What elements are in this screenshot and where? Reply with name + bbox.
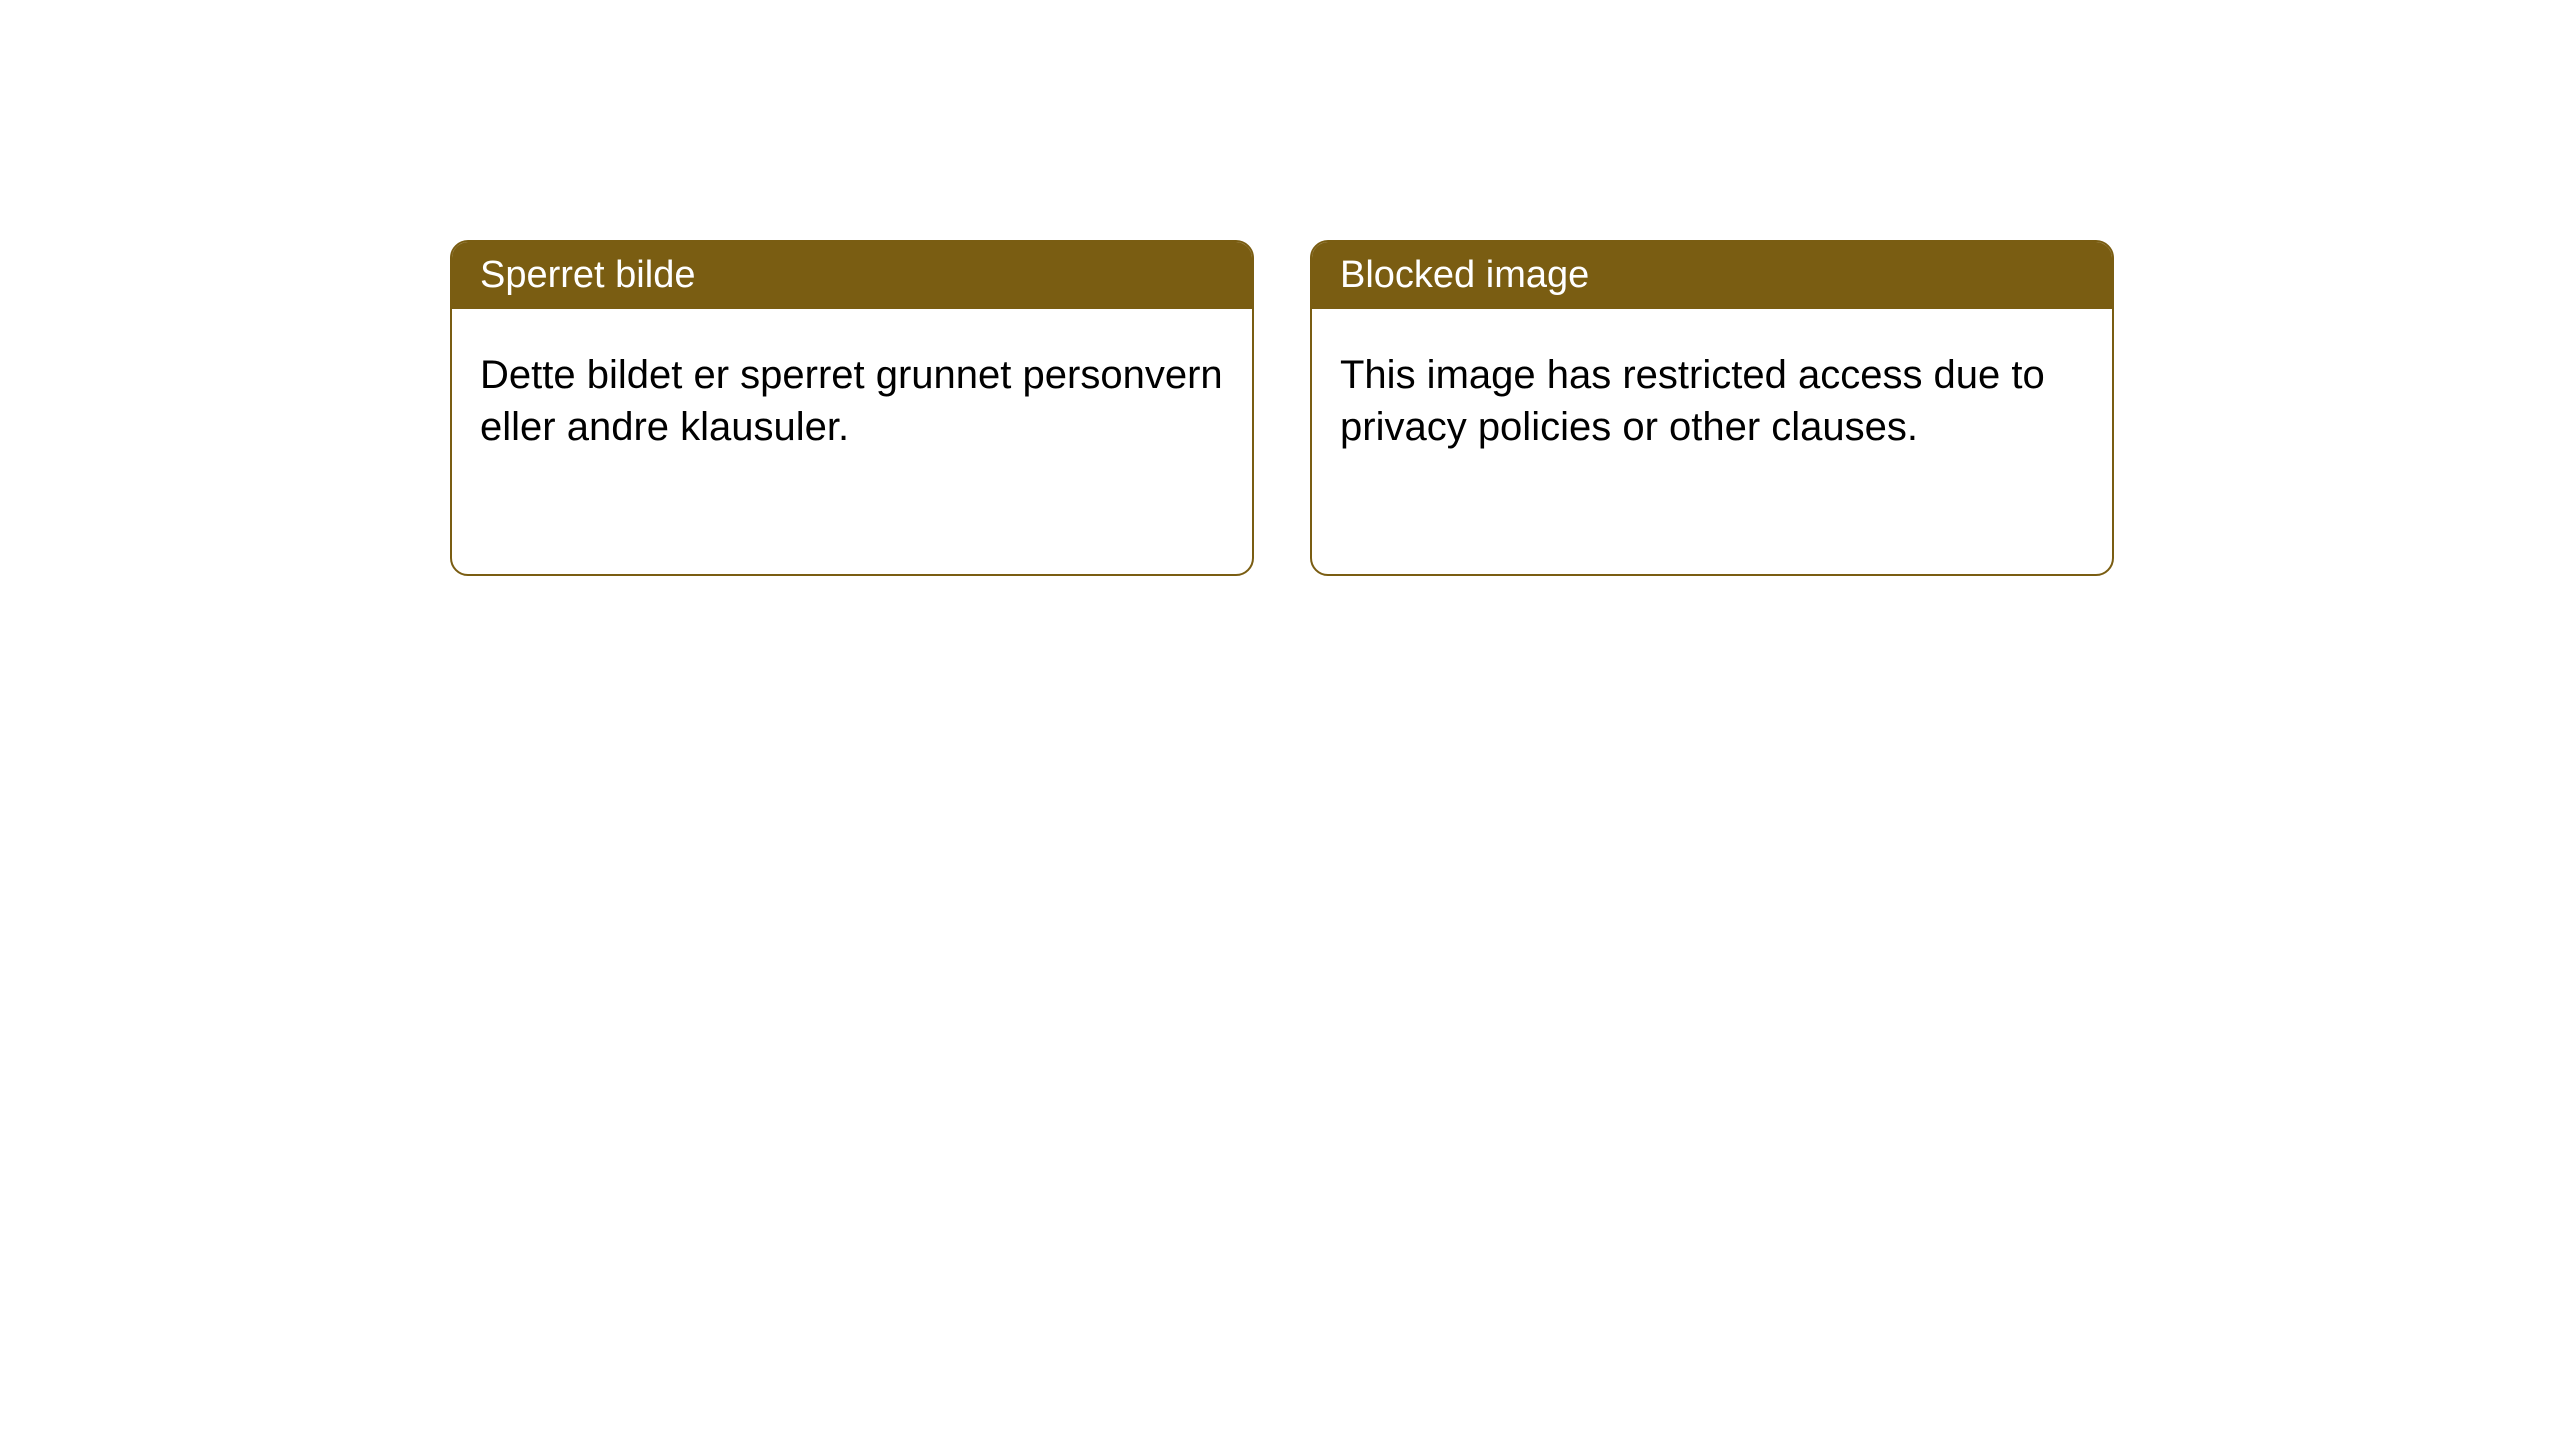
notice-body: Dette bildet er sperret grunnet personve… bbox=[452, 309, 1252, 493]
notice-body: This image has restricted access due to … bbox=[1312, 309, 2112, 493]
notice-card-norwegian: Sperret bilde Dette bildet er sperret gr… bbox=[450, 240, 1254, 576]
notice-card-english: Blocked image This image has restricted … bbox=[1310, 240, 2114, 576]
notice-title: Sperret bilde bbox=[452, 242, 1252, 309]
notice-container: Sperret bilde Dette bildet er sperret gr… bbox=[450, 240, 2114, 576]
notice-title: Blocked image bbox=[1312, 242, 2112, 309]
